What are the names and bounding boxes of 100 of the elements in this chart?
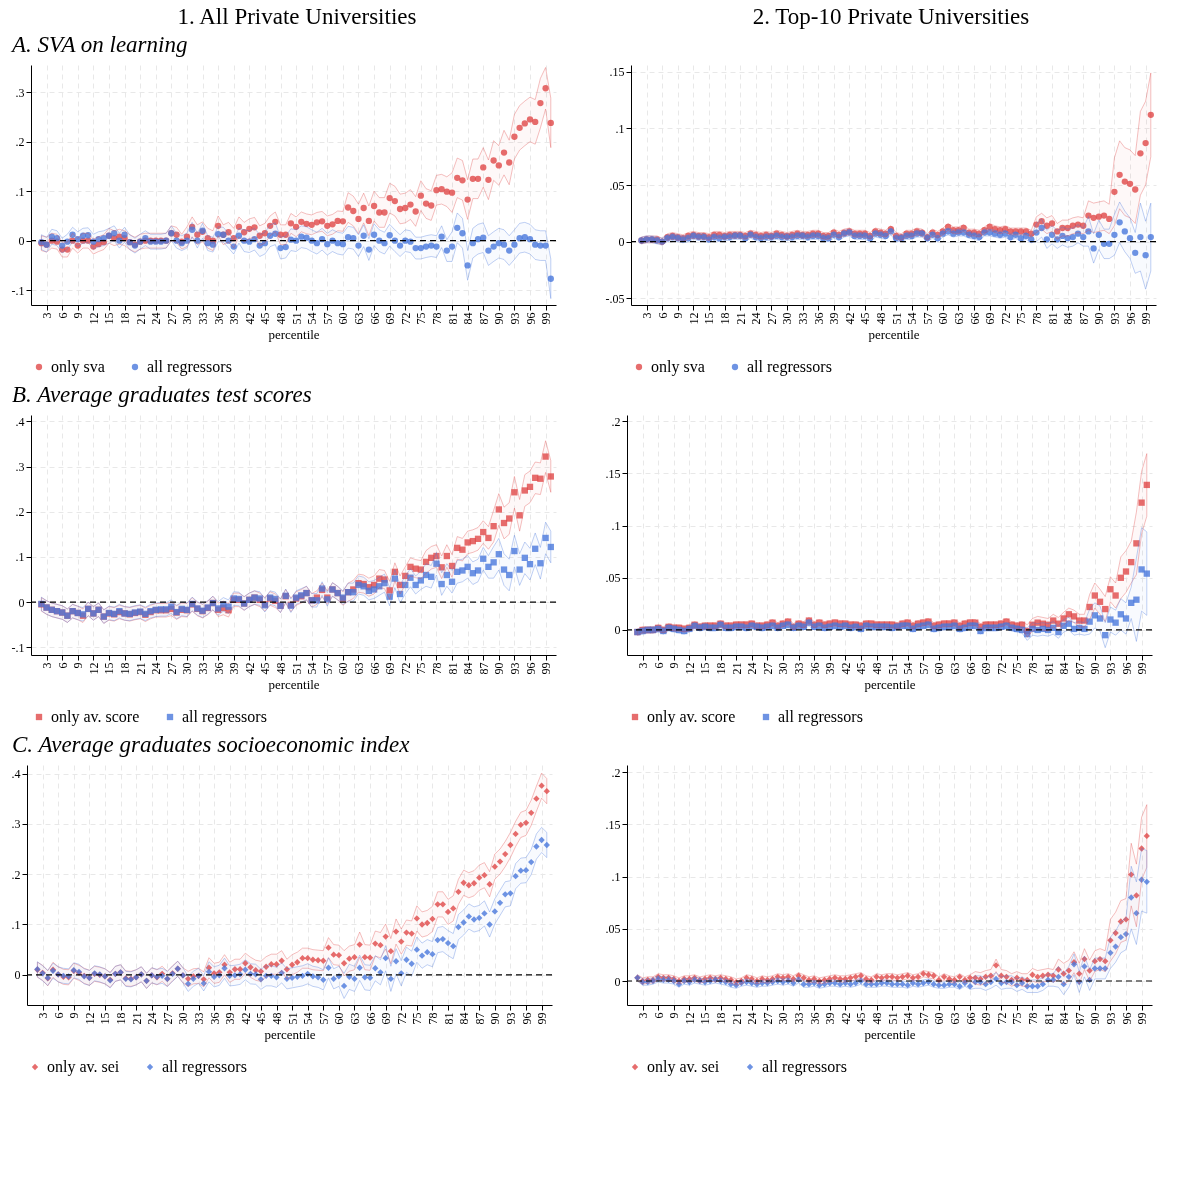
x-tick-label: 66 (967, 312, 982, 325)
legend-label: all regressors (762, 1058, 847, 1076)
x-tick-label: 21 (729, 662, 744, 675)
x-tick-label: 27 (764, 312, 779, 325)
x-tick-label: 15 (702, 312, 717, 325)
y-tick-label: .4 (15, 414, 25, 429)
x-tick-label: 18 (118, 662, 133, 675)
x-tick-label: 90 (492, 312, 507, 325)
x-tick-label: 18 (714, 1012, 729, 1025)
x-tick-label: 21 (129, 1012, 144, 1025)
x-tick-label: 36 (211, 312, 226, 325)
x-tick-label: 33 (792, 662, 807, 675)
x-tick-label: 87 (1072, 1012, 1087, 1025)
x-tick-label: 27 (760, 662, 775, 675)
x-tick-label: 54 (305, 312, 320, 325)
x-tick-label: 3 (36, 1012, 51, 1019)
x-tick-label: 6 (651, 662, 666, 669)
x-tick-label: 87 (1072, 662, 1087, 675)
x-tick-label: 72 (394, 1012, 409, 1025)
x-tick-label: 3 (636, 662, 651, 669)
y-tick-label: .15 (609, 65, 625, 80)
x-tick-label: 72 (398, 662, 413, 675)
x-tick-label: 12 (682, 1012, 697, 1025)
x-tick-label: 48 (274, 662, 288, 675)
x-tick-label: 9 (71, 662, 86, 669)
x-tick-label: 66 (963, 662, 978, 675)
x-axis-title: percentile (864, 1026, 916, 1042)
x-tick-label: 9 (667, 1012, 682, 1019)
x-tick-label: 51 (285, 1012, 300, 1025)
x-tick-label: 48 (870, 1012, 884, 1025)
legend-label: only av. sei (647, 1058, 720, 1076)
x-tick-label: 57 (920, 312, 935, 325)
x-tick-label: 99 (539, 662, 554, 675)
x-tick-label: 93 (1103, 1012, 1118, 1025)
x-tick-label: 36 (807, 662, 822, 675)
x-tick-label: 96 (1119, 662, 1134, 675)
x-tick-label: 93 (1107, 312, 1122, 325)
x-tick-label: 24 (149, 312, 164, 325)
y-tick-label: 0 (614, 974, 621, 989)
x-tick-label: 84 (461, 312, 476, 325)
x-tick-label: 81 (445, 312, 460, 325)
chart-title: 2. Top-10 Private Universities (751, 3, 1031, 30)
x-tick-label: 24 (749, 312, 764, 325)
x-tick-label: 18 (118, 312, 133, 325)
y-tick-label: .3 (15, 85, 25, 100)
x-tick-label: 24 (745, 662, 760, 675)
legend-label: all regressors (778, 708, 863, 726)
x-axis-title: percentile (268, 326, 320, 342)
x-tick-label: 9 (667, 662, 682, 669)
x-tick-label: 51 (885, 662, 900, 675)
chart-subtitle: B. Average graduates test scores (11, 381, 313, 409)
x-tick-label: 30 (776, 662, 791, 675)
x-tick-label: 15 (698, 662, 713, 675)
x-tick-label: 69 (383, 662, 398, 675)
y-tick-label: -.1 (11, 640, 25, 655)
x-tick-label: 57 (320, 662, 335, 675)
x-tick-label: 6 (655, 312, 670, 319)
x-tick-label: 33 (196, 312, 211, 325)
x-tick-label: 42 (238, 1012, 253, 1025)
y-tick-label: .15 (605, 817, 621, 832)
x-tick-label: 93 (1103, 662, 1118, 675)
x-tick-label: 42 (838, 1012, 853, 1025)
x-tick-label: 6 (55, 662, 70, 669)
y-tick-label: .3 (11, 817, 21, 832)
y-tick-label: 0 (614, 623, 621, 638)
x-tick-label: 90 (488, 1012, 503, 1025)
x-tick-label: 45 (258, 312, 273, 325)
x-tick-label: 96 (519, 1012, 534, 1025)
x-tick-label: 54 (901, 1012, 916, 1025)
x-tick-label: 30 (780, 312, 795, 325)
x-tick-label: 48 (870, 662, 884, 675)
y-tick-label: .1 (611, 519, 621, 534)
x-axis-title: percentile (268, 676, 320, 692)
x-tick-label: 72 (994, 1012, 1009, 1025)
x-tick-label: 63 (951, 312, 966, 325)
x-tick-label: 9 (671, 312, 686, 319)
y-tick-label: .05 (605, 922, 621, 937)
x-tick-label: 27 (164, 662, 179, 675)
x-tick-label: 48 (274, 312, 288, 325)
x-tick-label: 51 (889, 312, 904, 325)
legend-label: all regressors (147, 358, 232, 376)
x-tick-label: 6 (51, 1012, 66, 1019)
x-tick-label: 78 (425, 1012, 440, 1025)
x-tick-label: 84 (1061, 312, 1076, 325)
x-tick-label: 42 (842, 312, 857, 325)
x-tick-label: 45 (858, 312, 873, 325)
x-tick-label: 33 (196, 662, 211, 675)
x-tick-label: 42 (838, 662, 853, 675)
x-axis-title: percentile (868, 326, 920, 342)
y-tick-label: .1 (611, 870, 621, 885)
x-tick-label: 15 (98, 1012, 113, 1025)
x-tick-label: 51 (289, 312, 304, 325)
y-tick-label: 0 (18, 234, 25, 249)
x-tick-label: 18 (114, 1012, 129, 1025)
x-tick-label: 69 (383, 312, 398, 325)
x-tick-label: 63 (351, 312, 366, 325)
x-tick-label: 72 (994, 662, 1009, 675)
x-tick-label: 39 (227, 662, 242, 675)
y-tick-label: .2 (611, 414, 621, 429)
x-tick-label: 48 (270, 1012, 284, 1025)
